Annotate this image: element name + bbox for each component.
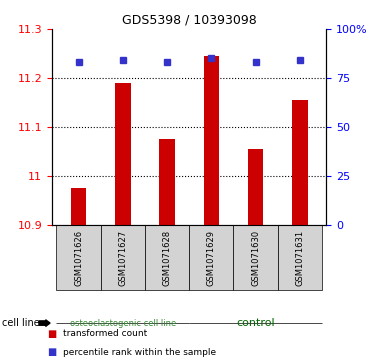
Bar bbox=[101, 225, 145, 290]
Text: osteoclastogenic cell line: osteoclastogenic cell line bbox=[70, 319, 176, 327]
Bar bbox=[145, 225, 189, 290]
Text: GSM1071629: GSM1071629 bbox=[207, 230, 216, 286]
Bar bbox=[204, 56, 219, 225]
Bar bbox=[189, 225, 233, 290]
Text: percentile rank within the sample: percentile rank within the sample bbox=[63, 348, 216, 356]
Text: cell line: cell line bbox=[2, 318, 40, 328]
Text: GSM1071627: GSM1071627 bbox=[118, 230, 127, 286]
Bar bbox=[159, 139, 175, 225]
Text: ■: ■ bbox=[47, 329, 56, 339]
Text: control: control bbox=[236, 318, 275, 328]
Text: transformed count: transformed count bbox=[63, 330, 147, 338]
Bar bbox=[278, 225, 322, 290]
Bar bbox=[71, 188, 86, 225]
Text: GSM1071631: GSM1071631 bbox=[295, 230, 305, 286]
Text: ■: ■ bbox=[47, 347, 56, 357]
Bar bbox=[56, 225, 101, 290]
Bar bbox=[248, 149, 263, 225]
Title: GDS5398 / 10393098: GDS5398 / 10393098 bbox=[122, 13, 257, 26]
Bar bbox=[233, 225, 278, 290]
Text: GSM1071626: GSM1071626 bbox=[74, 230, 83, 286]
Text: GSM1071628: GSM1071628 bbox=[162, 230, 171, 286]
Bar bbox=[292, 100, 308, 225]
Text: GSM1071630: GSM1071630 bbox=[251, 230, 260, 286]
Bar bbox=[115, 83, 131, 225]
